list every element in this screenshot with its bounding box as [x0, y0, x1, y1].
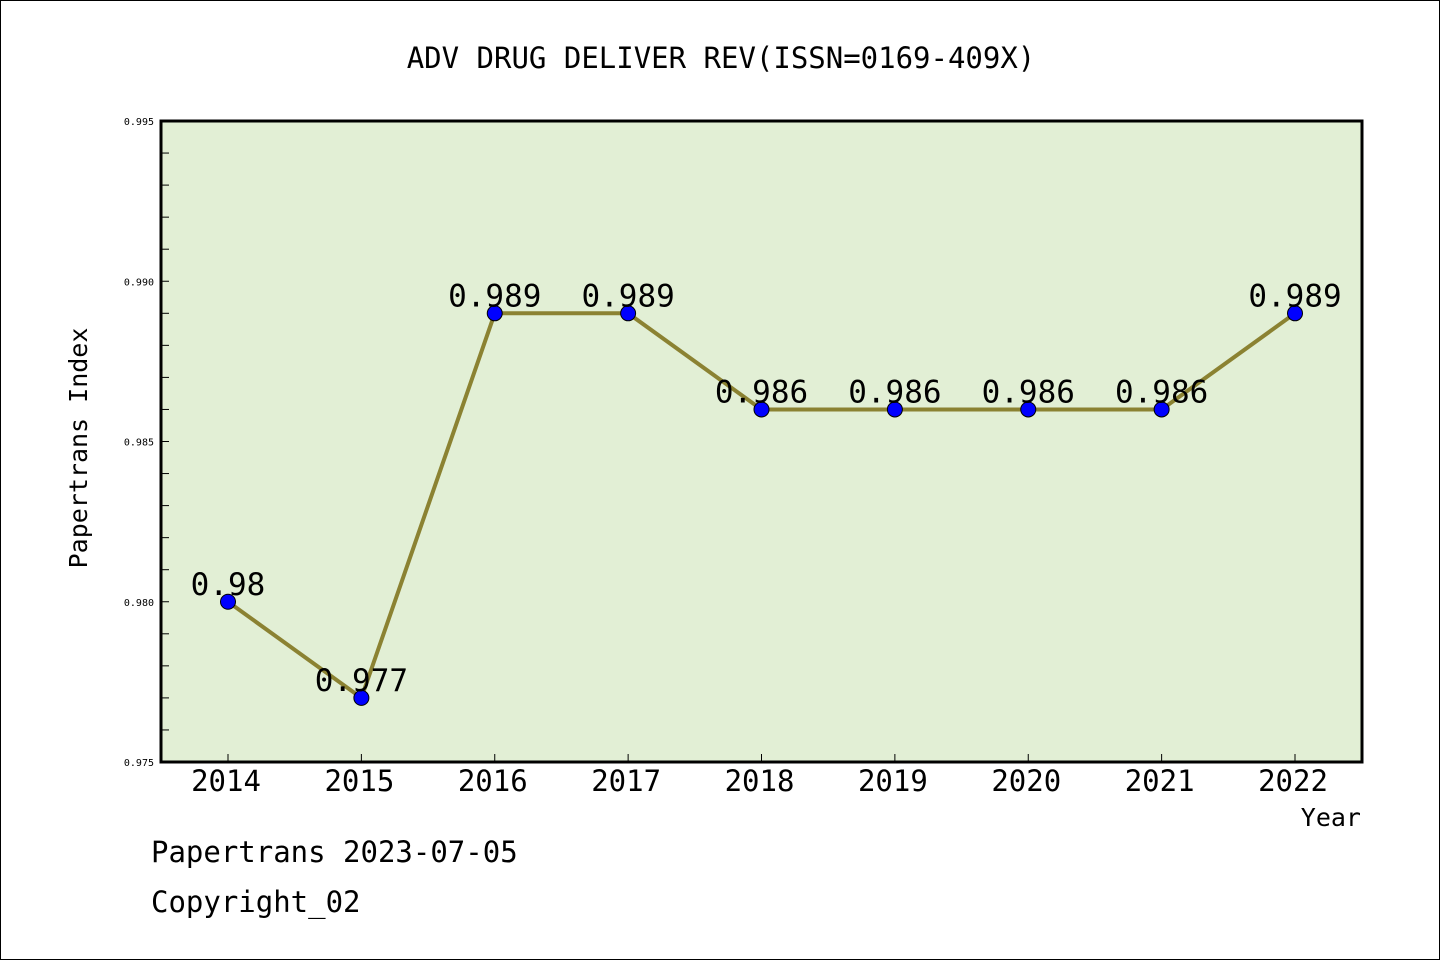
footer-copyright: Copyright_02 [151, 885, 361, 919]
data-point [886, 401, 903, 418]
x-tick-label: 2019 [858, 764, 928, 798]
chart-title: ADV DRUG DELIVER REV(ISSN=0169-409X) [407, 41, 1036, 75]
x-tick-label: 2016 [458, 764, 528, 798]
y-tick-label: 0.985 [124, 438, 154, 449]
data-markers [220, 305, 1303, 706]
x-tick-label: 2021 [1125, 764, 1195, 798]
x-axis-label: Year [1301, 803, 1361, 832]
data-point [220, 593, 236, 610]
data-point [353, 689, 370, 706]
data-label: 0.986 [715, 374, 808, 410]
data-label: 0.986 [1115, 374, 1208, 410]
data-point [1287, 305, 1303, 322]
data-label: 0.989 [448, 278, 541, 314]
data-label: 0.977 [315, 663, 408, 699]
data-point [1153, 401, 1170, 418]
data-label: 0.989 [1248, 278, 1341, 314]
y-tick-label: 0.980 [124, 598, 154, 609]
data-label: 0.986 [982, 374, 1075, 410]
data-point [753, 401, 770, 418]
plot-area [159, 119, 1364, 764]
x-tick-label: 2017 [591, 764, 661, 798]
y-tick-label: 0.990 [124, 277, 154, 288]
y-minor-ticks [161, 120, 169, 763]
y-tick-label: 0.975 [124, 758, 154, 769]
x-tick-label: 2018 [725, 764, 795, 798]
data-label: 0.986 [848, 374, 941, 410]
x-ticks [227, 754, 1296, 762]
data-label: 0.98 [191, 567, 266, 603]
data-point [1020, 401, 1037, 418]
y-tick-labels: 0.975 0.980 0.985 0.990 0.995 [124, 117, 154, 769]
y-tick-label: 0.995 [124, 117, 154, 128]
footer-date: Papertrans 2023-07-05 [151, 835, 518, 869]
x-tick-label: 2014 [191, 764, 261, 798]
y-axis-label: Papertrans Index [64, 328, 93, 569]
x-tick-labels: 2014 2015 2016 2017 2018 2019 2020 2021 2022 [191, 764, 1328, 798]
data-labels: 0.98 0.977 0.989 0.989 0.986 0.986 0.986 0.986 0… [191, 278, 1342, 699]
x-tick-label: 2015 [324, 764, 394, 798]
data-point [486, 305, 503, 322]
data-point [620, 305, 637, 322]
x-tick-label: 2022 [1258, 764, 1328, 798]
x-tick-label: 2020 [991, 764, 1061, 798]
data-label: 0.989 [581, 278, 674, 314]
